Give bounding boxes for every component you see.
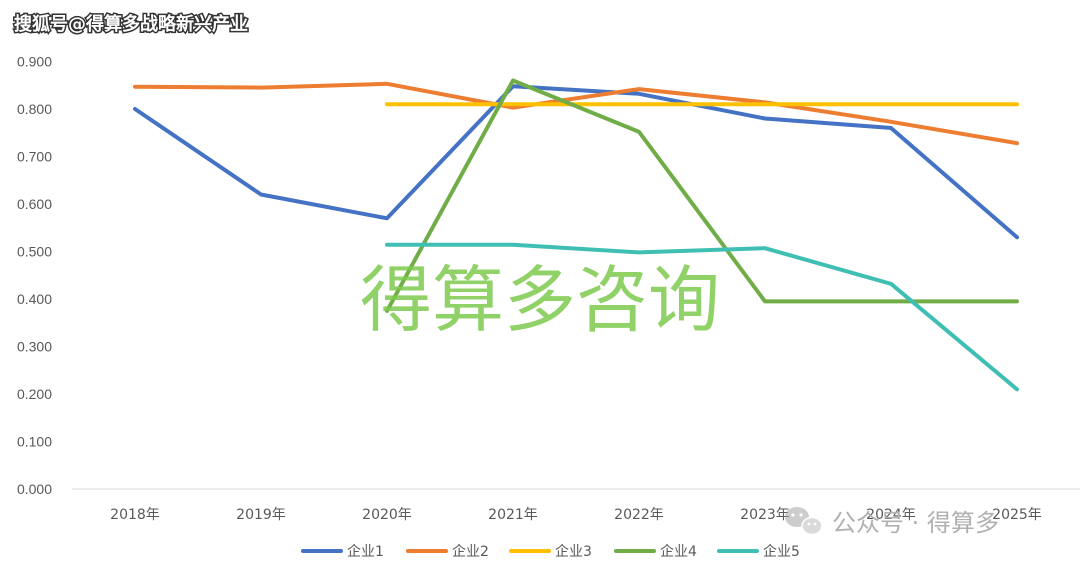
x-tick-label: 2020年 <box>362 507 412 523</box>
series-line-5 <box>385 242 1019 392</box>
series-line-2 <box>133 81 1019 146</box>
x-tick-label: 2024年 <box>866 507 916 523</box>
y-tick-label: 0.400 <box>17 291 52 307</box>
wechat-icon <box>785 507 823 536</box>
legend-label-4: 企业4 <box>660 543 697 560</box>
series-lines <box>133 78 1019 392</box>
y-tick-label: 0.800 <box>17 101 52 117</box>
legend-label-1: 企业1 <box>347 543 384 560</box>
legend-label-5: 企业5 <box>763 543 800 560</box>
bottom-right-watermark: 公众号 · 得算多 <box>832 509 999 537</box>
legend-label-2: 企业2 <box>452 543 489 560</box>
y-tick-label: 0.700 <box>17 149 52 165</box>
y-tick-label: 0.500 <box>17 244 52 260</box>
x-tick-label: 2018年 <box>110 507 160 523</box>
series-line-1 <box>133 84 1019 240</box>
y-tick-label: 0.300 <box>17 339 52 355</box>
y-tick-label: 0.900 <box>17 54 52 70</box>
x-axis-ticks: 2018年 2019年 2020年 2021年 2022年 2023年 2024年 2025年 <box>110 507 1042 523</box>
center-watermark: 得算多咨询 <box>360 258 720 342</box>
legend-label-3: 企业3 <box>555 543 592 560</box>
x-tick-label: 2025年 <box>992 507 1042 523</box>
x-tick-label: 2022年 <box>614 507 664 523</box>
y-tick-label: 0.100 <box>17 434 52 450</box>
x-tick-label: 2023年 <box>740 507 790 523</box>
y-tick-label: 0.200 <box>17 386 52 402</box>
y-axis-ticks: 0.000 0.100 0.200 0.300 0.400 0.500 0.600 0.700… <box>17 54 52 498</box>
y-tick-label: 0.600 <box>17 196 52 212</box>
x-tick-label: 2021年 <box>488 507 538 523</box>
legend: 企业1 企业2 企业3 企业4 企业5 <box>301 543 800 560</box>
top-left-watermark: 搜狐号@得算多战略新兴产业 <box>14 13 248 35</box>
x-tick-label: 2019年 <box>236 507 286 523</box>
y-tick-label: 0.000 <box>17 481 52 497</box>
